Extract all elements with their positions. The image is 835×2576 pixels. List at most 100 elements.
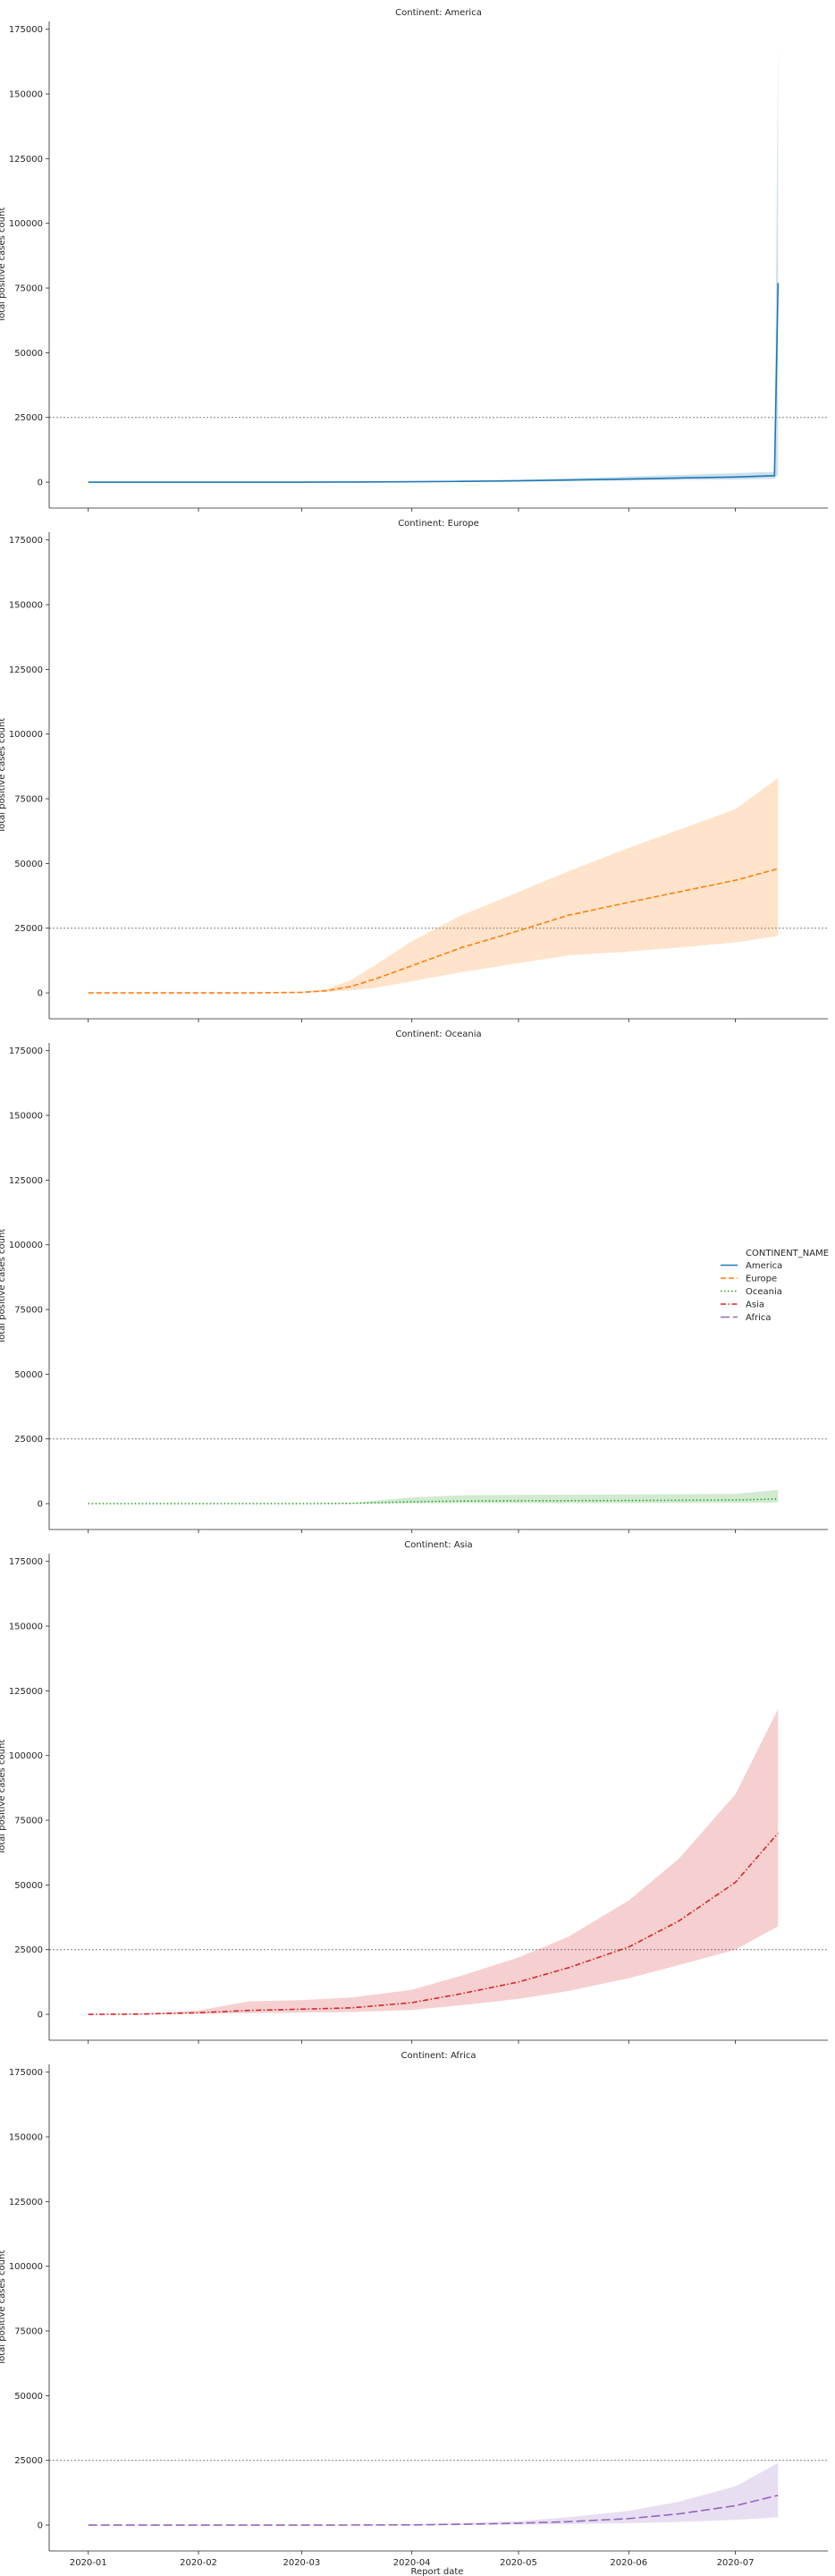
y-tick-label: 150000 — [9, 601, 43, 611]
data-point — [411, 2002, 413, 2004]
y-tick-label: 75000 — [14, 2327, 43, 2337]
y-tick-label: 150000 — [9, 90, 43, 100]
y-tick-label: 0 — [38, 2011, 43, 2021]
data-point — [773, 475, 775, 477]
panel-asia: Continent: Asia Total positive cases coun… — [0, 1540, 828, 2044]
y-tick-label: 175000 — [9, 1557, 43, 1567]
series-line-america — [88, 283, 780, 483]
data-point — [460, 946, 462, 948]
legend-item-asia: Asia — [721, 1301, 764, 1310]
confidence-band-oceania — [88, 1489, 779, 1504]
legend-item-oceania: Oceania — [721, 1287, 782, 1297]
y-tick-label: 0 — [38, 2521, 43, 2531]
y-tick-label: 25000 — [14, 924, 43, 934]
data-point — [568, 1967, 569, 1969]
data-point — [300, 991, 302, 993]
data-point — [628, 902, 629, 903]
data-point — [518, 930, 519, 932]
series-line-oceania — [88, 1498, 779, 1504]
legend-label: Europe — [746, 1275, 777, 1284]
series-line-africa — [88, 2495, 779, 2526]
y-tick-label: 75000 — [14, 795, 43, 805]
y-tick-label: 50000 — [14, 1881, 43, 1891]
data-point — [198, 2012, 199, 2013]
y-tick-label: 150000 — [9, 2133, 43, 2143]
panel-title: Continent: America — [395, 8, 482, 18]
x-tick-label: 2020-05 — [500, 2558, 537, 2568]
y-tick-label: 25000 — [14, 2456, 43, 2466]
data-point — [628, 2518, 629, 2520]
y-tick-label: 25000 — [14, 1945, 43, 1955]
data-point — [518, 480, 519, 482]
legend-entries: America Europe Oceania Asia Africa — [721, 1261, 782, 1323]
legend-item-america: America — [721, 1261, 782, 1271]
y-tick-label: 175000 — [9, 25, 43, 35]
confidence-band-asia — [88, 1708, 779, 2015]
y-tick-label: 125000 — [9, 1176, 43, 1186]
y-axis-label: Total positive cases count — [0, 2250, 7, 2367]
data-point — [198, 1503, 199, 1504]
y-tick-label: 150000 — [9, 1623, 43, 1632]
data-point — [777, 1833, 779, 1835]
data-point — [568, 2521, 569, 2522]
y-tick-label: 0 — [38, 1500, 43, 1510]
y-tick-label: 50000 — [14, 2392, 43, 2402]
data-point — [411, 481, 413, 483]
data-point — [350, 2007, 352, 2009]
y-axis-label: Total positive cases count — [0, 208, 7, 324]
y-tick-label: 100000 — [9, 1751, 43, 1761]
data-point — [568, 914, 569, 916]
data-point — [568, 479, 569, 481]
x-tick-label: 2020-07 — [717, 2558, 755, 2568]
y-tick-label: 175000 — [9, 536, 43, 546]
legend-item-europe: Europe — [721, 1275, 777, 1284]
legend-title: CONTINENT_NAME — [746, 1249, 829, 1258]
data-point — [88, 481, 89, 483]
data-point — [88, 992, 89, 994]
panel-title: Continent: Africa — [401, 2051, 477, 2061]
data-point — [518, 2522, 519, 2524]
data-point — [735, 1881, 737, 1883]
data-point — [411, 2524, 413, 2526]
legend-item-africa: Africa — [721, 1313, 772, 1323]
data-point — [678, 477, 679, 479]
data-point — [518, 1500, 519, 1502]
y-tick-label: 0 — [38, 989, 43, 999]
data-point — [300, 2008, 302, 2010]
y-tick-label: 125000 — [9, 2198, 43, 2207]
y-axis-label: Total positive cases count — [0, 1229, 7, 1345]
x-tick-label: 2020-01 — [70, 2558, 107, 2568]
data-point — [735, 879, 737, 881]
x-tick-label: 2020-02 — [180, 2558, 217, 2568]
data-point — [628, 479, 629, 480]
legend: CONTINENT_NAME AmericaEuropeOceaniaAsiaA… — [721, 1249, 829, 1323]
data-point — [777, 868, 779, 869]
data-point — [300, 2524, 302, 2526]
data-point — [300, 1503, 302, 1504]
y-tick-label: 75000 — [14, 1817, 43, 1826]
data-point — [88, 2524, 89, 2526]
data-point — [137, 2013, 139, 2015]
x-tick-label: 2020-03 — [283, 2558, 320, 2568]
data-point — [777, 1498, 779, 1500]
data-point — [411, 965, 413, 967]
y-tick-label: 25000 — [14, 1435, 43, 1445]
y-tick-label: 50000 — [14, 860, 43, 869]
confidence-band-america — [88, 42, 779, 483]
data-point — [198, 481, 199, 483]
data-point — [248, 2010, 249, 2012]
legend-label: Oceania — [746, 1287, 782, 1297]
data-point — [411, 1501, 413, 1503]
y-tick-label: 100000 — [9, 2262, 43, 2272]
data-point — [735, 1499, 737, 1501]
panel-europe: Continent: Europe Total positive cases co… — [0, 519, 828, 1022]
legend-label: Africa — [746, 1313, 772, 1323]
series-line-europe — [88, 868, 779, 994]
y-tick-label: 150000 — [9, 1112, 43, 1122]
y-tick-label: 125000 — [9, 665, 43, 675]
y-tick-label: 100000 — [9, 1241, 43, 1250]
panel-oceania: Continent: Oceania Total positive cases c… — [0, 1030, 828, 1533]
legend-label: America — [746, 1261, 782, 1271]
y-tick-label: 100000 — [9, 219, 43, 229]
y-tick-label: 75000 — [14, 1306, 43, 1316]
